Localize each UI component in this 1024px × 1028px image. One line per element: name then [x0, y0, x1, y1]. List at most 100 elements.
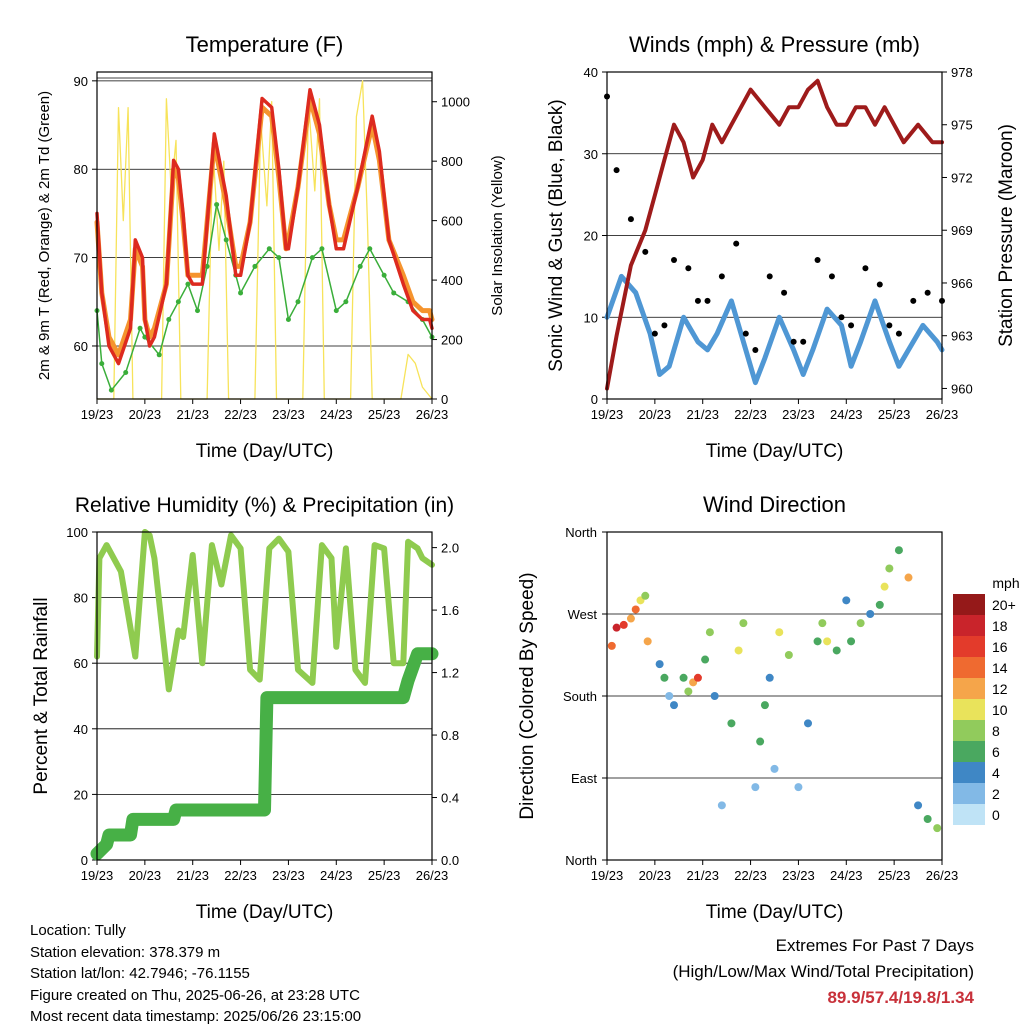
point-gust — [704, 297, 711, 304]
point-wind-direction — [693, 673, 702, 682]
point-gust — [685, 265, 692, 272]
chart-3: Relative Humidity (%) & Precipitation (i… — [31, 494, 459, 923]
y2-tick-label: 978 — [951, 65, 973, 80]
point-wind-direction — [904, 573, 913, 582]
point-wind-direction — [626, 614, 635, 623]
point-wind-direction — [765, 673, 774, 682]
speed-legend: mph 20+ 18 16 14 12 10 8 6 4 2 0 — [953, 575, 1020, 825]
y-tick-label: 60 — [74, 339, 88, 354]
extremes-values: 89.9/57.4/19.8/1.34 — [827, 988, 974, 1007]
y2-tick-label: 972 — [951, 170, 973, 185]
point-wind-direction — [923, 815, 932, 823]
point-wind-direction — [655, 660, 664, 669]
legend-label: 12 — [992, 681, 1008, 697]
point-gust — [781, 289, 788, 296]
y-axis-label: 2m & 9m T (Red, Orange) & 2m Td (Green) — [36, 91, 53, 380]
x-tick-label: 19/23 — [81, 868, 114, 883]
point-gust — [642, 248, 649, 255]
y-axis-label: Percent & Total Rainfall — [31, 597, 52, 794]
extremes-box: Extremes For Past 7 Days (High/Low/Max W… — [673, 933, 974, 1011]
legend-swatch — [953, 720, 985, 741]
point-gust — [651, 330, 658, 337]
y2-tick-label: 0.4 — [441, 791, 459, 806]
x-tick-label: 22/23 — [734, 868, 767, 883]
plot-frame — [96, 71, 433, 400]
series-9m-t — [94, 96, 435, 358]
point-wind-direction — [665, 692, 674, 700]
legend-label: 20+ — [992, 597, 1016, 613]
chart-title: Temperature (F) — [186, 32, 344, 57]
y2-tick-label: 975 — [951, 118, 973, 133]
point-gust — [671, 257, 677, 264]
y2-tick-label: 963 — [951, 329, 973, 344]
point-gust — [910, 297, 917, 304]
point-wind-direction — [804, 719, 812, 728]
x-tick-label: 22/23 — [224, 407, 257, 422]
point-gust — [627, 216, 634, 223]
point-wind-direction — [727, 719, 736, 728]
x-tick-label: 20/23 — [129, 868, 162, 883]
legend-swatch — [953, 678, 985, 699]
point-wind-direction — [914, 801, 923, 810]
series-solar-insolation — [96, 80, 433, 400]
point-wind-direction — [856, 619, 865, 628]
y-tick-label: 0 — [81, 853, 88, 868]
y-tick-label: 70 — [74, 251, 88, 266]
legend-label: 14 — [992, 660, 1008, 676]
series-2m-t — [95, 87, 434, 366]
x-axis-label: Time (Day/UTC) — [706, 902, 844, 923]
y-axis-label: Sonic Wind & Gust (Blue, Black) — [546, 99, 567, 371]
plot-frame — [606, 531, 943, 861]
x-tick-label: 21/23 — [176, 868, 209, 883]
point-gust — [848, 322, 855, 329]
series-2m-td — [96, 203, 433, 391]
legend-swatch — [953, 699, 985, 720]
point-gust — [838, 314, 845, 321]
point-gust — [828, 273, 835, 280]
x-tick-label: 25/23 — [878, 407, 911, 422]
point-gust — [886, 322, 893, 329]
point-gust — [924, 289, 931, 296]
x-tick-label: 20/23 — [639, 407, 672, 422]
y2-tick-label: 0.0 — [441, 853, 459, 868]
y2-tick-label: 960 — [951, 381, 973, 396]
x-tick-label: 19/23 — [591, 868, 624, 883]
point-wind-direction — [679, 673, 688, 682]
station-info: Location: Tully Station elevation: 378.3… — [30, 920, 361, 1028]
y-tick-label: 80 — [74, 591, 88, 606]
point-gust — [895, 330, 902, 337]
y-tick-label: 40 — [74, 722, 88, 737]
station-latlon: Station lat/lon: 42.7946; -76.1155 — [30, 965, 250, 982]
y-tick-label: 40 — [584, 65, 598, 80]
y-tick-label: East — [571, 771, 597, 786]
x-tick-label: 25/23 — [368, 407, 401, 422]
point-wind-direction — [701, 655, 710, 664]
point-wind-direction — [631, 605, 640, 614]
legend-title: mph — [992, 575, 1019, 591]
series-station-pressure — [605, 78, 944, 391]
x-axis-label: Time (Day/UTC) — [706, 441, 844, 462]
chart-1: Temperature (F) 19/23 20/23 21/23 22/23 23/23… — [36, 32, 506, 462]
point-gust — [766, 273, 773, 280]
legend-label: 10 — [992, 702, 1008, 718]
point-wind-direction — [813, 637, 822, 646]
y2-tick-label: 2.0 — [441, 541, 459, 556]
y-tick-label: South — [563, 689, 597, 704]
point-wind-direction — [734, 646, 743, 655]
point-wind-direction — [607, 641, 616, 650]
point-gust — [790, 338, 797, 345]
series-total-precipitation — [90, 647, 439, 861]
y2-tick-label: 200 — [441, 333, 463, 348]
y-tick-label: 0 — [591, 392, 598, 407]
legend-swatch — [953, 615, 985, 636]
y2-tick-label: 0 — [441, 392, 448, 407]
x-tick-label: 23/23 — [272, 868, 305, 883]
point-wind-direction — [643, 637, 652, 646]
x-tick-label: 26/23 — [926, 868, 959, 883]
y2-tick-label: 969 — [951, 223, 973, 238]
chart-4: Wind Direction 19/23 20/23 21/23 22/23 23/23 2… — [517, 492, 1020, 923]
x-tick-label: 24/23 — [320, 868, 353, 883]
point-gust — [814, 257, 821, 264]
point-wind-direction — [823, 637, 832, 646]
y2-tick-label: 1000 — [441, 95, 470, 110]
